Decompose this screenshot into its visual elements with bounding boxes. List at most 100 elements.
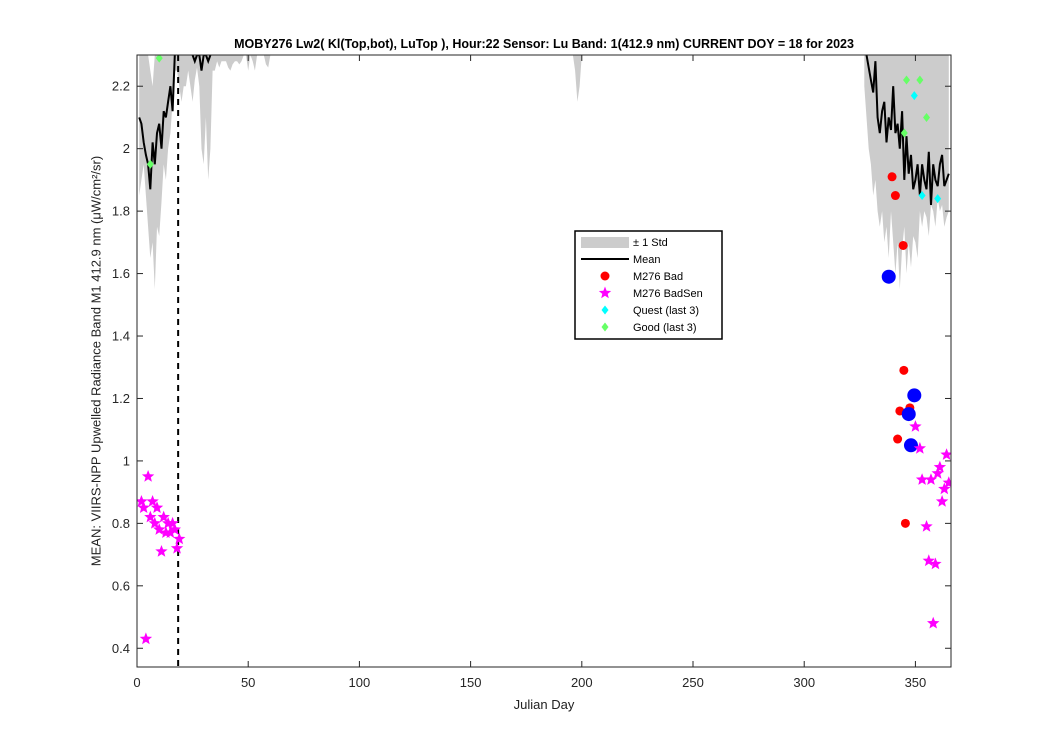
x-tick-label: 150 [460, 675, 482, 690]
badsen-point [913, 441, 926, 454]
plot-content [137, 55, 951, 667]
legend-item: Mean [581, 254, 661, 266]
badsen-point [144, 510, 157, 523]
badsen-point [929, 557, 942, 570]
y-tick-label: 1.4 [112, 329, 130, 344]
badsen-point [915, 473, 929, 485]
std-band-segment-2 [864, 55, 949, 290]
legend-swatch-star [598, 286, 612, 299]
x-tick-label: 0 [133, 675, 140, 690]
badsen-point [933, 460, 947, 473]
badsen-point [170, 541, 184, 554]
bad-point [905, 403, 915, 413]
badsen-point [931, 466, 944, 479]
bad-point [887, 172, 897, 182]
x-tick-label: 100 [349, 675, 371, 690]
x-tick-label: 300 [793, 675, 815, 690]
y-tick-label: 1 [123, 453, 130, 468]
badsen-point [141, 470, 155, 482]
badsen-point [164, 526, 177, 538]
badsen-point [146, 495, 159, 507]
legend-item: Quest (last 3) [601, 305, 699, 317]
badsen-point [153, 523, 166, 535]
legend-item: ± 1 Std [581, 237, 668, 249]
bad-point [902, 409, 912, 419]
quest-point [934, 194, 942, 204]
good-point [146, 159, 154, 169]
x-tick-label: 350 [905, 675, 927, 690]
badsen-point [942, 476, 951, 488]
badsen-point [935, 495, 949, 507]
badsen-point [922, 554, 935, 567]
std-band-segment-1 [572, 55, 584, 102]
badsen-point [920, 520, 933, 532]
badsen-point [148, 516, 161, 529]
bad-point-large [881, 269, 896, 284]
legend-label: Quest (last 3) [633, 305, 699, 317]
badsen-point [940, 448, 951, 460]
legend-swatch-diamond [601, 305, 609, 315]
y-axis-label: MEAN: VIIRS-NPP Upwelled Radiance Band M… [88, 155, 104, 567]
y-tick-label: 1.8 [112, 204, 130, 219]
good-point [155, 55, 163, 63]
bad-point [898, 240, 908, 250]
quest-point [918, 191, 926, 201]
badsen-point [157, 510, 170, 523]
legend-label: Mean [633, 254, 661, 266]
good-point [903, 75, 911, 85]
mean-line-segment-0 [138, 55, 176, 190]
bad-point [895, 406, 905, 416]
legend-swatch-diamond [601, 322, 609, 332]
badsen-point [159, 526, 173, 538]
legend-item: M276 Bad [600, 271, 683, 283]
badsen-point [162, 516, 175, 529]
legend-label: Good (last 3) [633, 322, 697, 334]
legend-label: M276 Bad [633, 271, 683, 283]
y-tick-label: 2.2 [112, 79, 130, 94]
y-tick-label: 1.6 [112, 266, 130, 281]
legend-swatch-band [581, 237, 629, 248]
x-tick-label: 250 [682, 675, 704, 690]
x-tick-label: 200 [571, 675, 593, 690]
legend-swatch-circle [600, 271, 610, 281]
bad-point [899, 365, 909, 375]
mean-line-segment-2 [865, 55, 950, 205]
badsen-point [924, 473, 938, 485]
mean-line-segment-1 [191, 55, 212, 71]
bad-point-large [907, 388, 922, 403]
badsen-point [938, 482, 951, 495]
bad-point [900, 518, 910, 528]
axes-box [136, 54, 952, 668]
bad-point [890, 191, 900, 201]
y-tick-label: 2 [123, 141, 130, 156]
badsen-point [173, 532, 186, 545]
badsen-point [166, 516, 179, 529]
y-tick-label: 1.2 [112, 391, 130, 406]
legend: ± 1 Std Mean M276 Bad M276 BadSen Quest (las… [574, 230, 723, 340]
y-tick-label: 0.6 [112, 578, 130, 593]
std-band-segment-0 [139, 55, 271, 290]
badsen-point [927, 616, 940, 629]
legend-label: ± 1 Std [633, 237, 668, 249]
y-tick-label: 0.4 [112, 641, 130, 656]
bad-point-large [901, 407, 916, 422]
good-point [923, 112, 931, 122]
y-tick-label: 0.8 [112, 516, 130, 531]
bad-point [893, 434, 903, 444]
x-tick-label: 50 [241, 675, 255, 690]
badsen-point [909, 420, 922, 432]
legend-item: M276 BadSen [598, 286, 703, 300]
chart-title: MOBY276 Lw2( Kl(Top,bot), LuTop ), Hour:… [234, 37, 854, 51]
legend-item: Good (last 3) [601, 322, 697, 334]
good-point [900, 128, 908, 138]
quest-point [910, 91, 918, 101]
good-point [916, 75, 924, 85]
badsen-point [139, 632, 153, 645]
badsen-point [137, 501, 150, 513]
legend-box [574, 230, 723, 340]
badsen-point [150, 501, 164, 513]
badsen-point [168, 523, 181, 535]
bad-point-large [903, 438, 918, 453]
